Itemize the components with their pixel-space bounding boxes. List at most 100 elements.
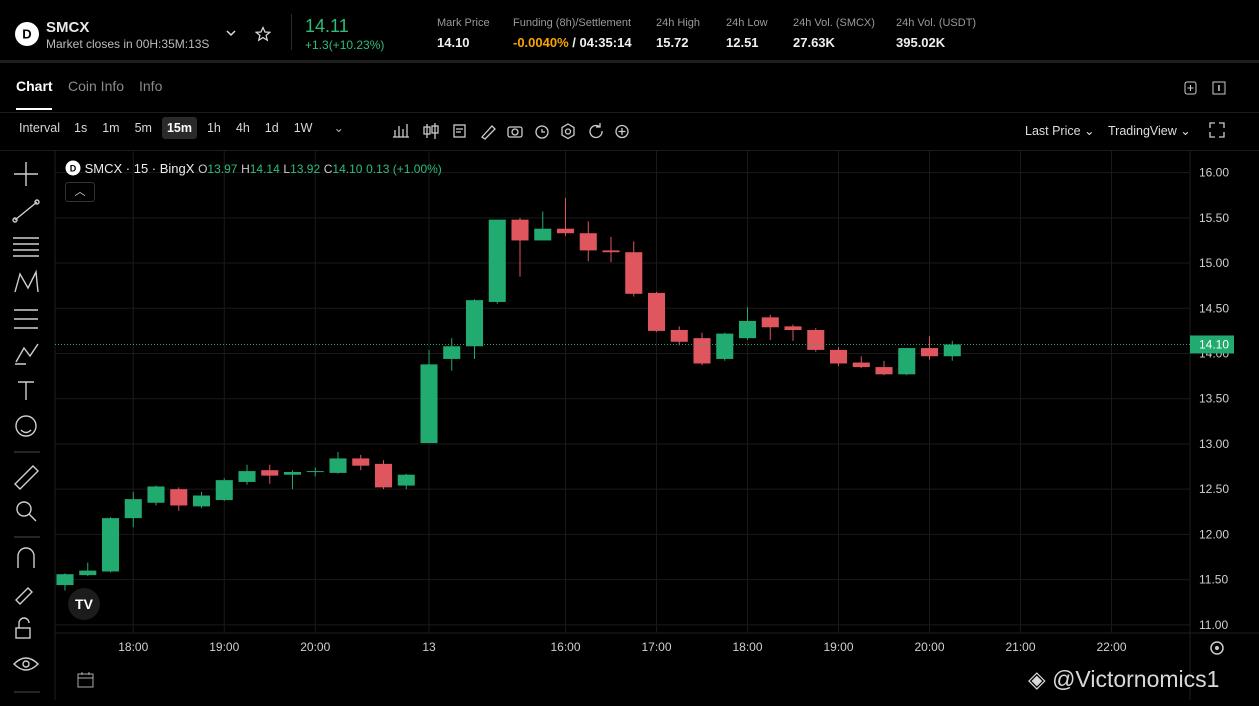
candle-body (124, 499, 142, 519)
symbol: SMCX (46, 19, 90, 36)
stat-number: -0.0040% (513, 35, 569, 50)
legend-o: 13.97 (207, 162, 238, 176)
candle-body (829, 349, 848, 364)
x-tick-label: 18:00 (118, 640, 148, 654)
chart-engine[interactable]: TradingView ⌄ (1108, 124, 1191, 138)
price-type-label: Last Price (1025, 124, 1081, 138)
candle-body (465, 300, 484, 347)
collapse-legend[interactable]: ︿ (65, 182, 95, 202)
price: 14.11 (305, 16, 349, 36)
y-tick-label: 15.50 (1199, 211, 1229, 225)
candle-body (534, 228, 552, 241)
stat-value: 15.72 (656, 35, 689, 50)
tab-underline (16, 108, 52, 110)
interval-more[interactable]: ⌄ (333, 121, 344, 135)
candle-body (147, 486, 165, 503)
tv-logo: TV (68, 588, 100, 620)
stat-number: 395.02K (896, 35, 946, 50)
stat-extra: / 04:35:14 (572, 35, 632, 50)
stat-value: 395.02K (896, 35, 945, 50)
chart-tools[interactable] (392, 121, 632, 141)
tab[interactable]: Chart (16, 78, 53, 94)
candle-body (170, 489, 188, 506)
axis-settings[interactable] (1208, 639, 1226, 657)
stat-number: 14.10 (437, 35, 470, 50)
market-status: Market closes in 00H:35M:13S (46, 37, 209, 51)
candle-body (374, 463, 393, 488)
candle-body (238, 471, 256, 482)
stat-number: 27.63K (793, 35, 835, 50)
interval[interactable]: 5m (134, 121, 152, 135)
x-tick-label: 19:00 (823, 640, 853, 654)
fullscreen[interactable] (1208, 121, 1226, 139)
separator (0, 150, 1259, 151)
candle-body (420, 364, 438, 444)
candle-body (215, 480, 233, 501)
interval[interactable]: 4h (235, 121, 250, 135)
candle-body (625, 252, 643, 294)
stat-label: 24h Low (726, 17, 768, 29)
stat-label: 24h Vol. (USDT) (896, 17, 977, 29)
header: D SMCX Market closes in 00H:35M:13S 14.1… (0, 0, 1259, 63)
legend-l: 13.92 (290, 162, 321, 176)
tab[interactable]: Info (139, 78, 163, 94)
candle-body (556, 228, 575, 234)
interval[interactable]: 1d (264, 121, 279, 135)
legend-h: 14.14 (249, 162, 280, 176)
interval[interactable]: 1s (74, 121, 88, 135)
countdown: 00H:35M:13S (136, 37, 210, 51)
candle-body (647, 292, 666, 331)
x-tick-label: 13 (422, 640, 436, 654)
candle-body (943, 344, 961, 357)
price-type[interactable]: Last Price ⌄ (1025, 124, 1095, 138)
tab-icons[interactable] (1182, 80, 1232, 96)
interval[interactable]: 1m (102, 121, 120, 135)
candle-body (283, 472, 302, 475)
stat-number: 15.72 (656, 35, 689, 50)
interval[interactable]: 1W (293, 121, 313, 135)
y-tick-label: 12.50 (1199, 482, 1229, 496)
chart-legend: D SMCX · 15 · BingX O13.97 H14.14 L13.92… (65, 160, 442, 176)
x-tick-label: 19:00 (209, 640, 239, 654)
x-tick-label: 16:00 (550, 640, 580, 654)
date-range[interactable] (76, 670, 96, 690)
interval[interactable]: 1h (206, 121, 221, 135)
interval[interactable]: 15m (161, 117, 197, 139)
candle-body (579, 233, 597, 251)
x-tick-label: 21:00 (1005, 640, 1035, 654)
y-tick-label: 15.00 (1199, 256, 1229, 270)
candle-body (79, 570, 97, 576)
favorite[interactable] (255, 26, 271, 42)
chart-engine-label: TradingView (1108, 124, 1177, 138)
candle-body (898, 348, 916, 375)
legend-h-label: H (241, 162, 250, 176)
tab[interactable]: Coin Info (68, 78, 125, 94)
svg-text:D: D (70, 164, 77, 174)
dropdown[interactable] (225, 28, 237, 38)
y-tick-label: 13.50 (1199, 392, 1229, 406)
legend-symbol: SMCX · 15 · BingX (84, 161, 195, 176)
x-tick-label: 20:00 (914, 640, 944, 654)
stat-value: -0.0040% / 04:35:14 (513, 35, 632, 50)
candle-body (261, 470, 279, 476)
candle-body (56, 574, 74, 586)
legend-c: 14.10 (332, 162, 363, 176)
stat-label: Mark Price (437, 17, 490, 29)
x-tick-label: 18:00 (732, 640, 762, 654)
candle-body (602, 250, 620, 253)
candle-body (101, 518, 120, 572)
stat-number: 12.51 (726, 35, 759, 50)
candle-body (784, 326, 802, 330)
status: Market closes in (46, 37, 133, 51)
drawing-tools[interactable] (0, 152, 52, 700)
price-change: +1.3(+10.23%) (305, 38, 385, 52)
watermark: ◈ @Victornomics1 (1028, 666, 1220, 692)
candle-body (670, 329, 688, 342)
candle-body (738, 320, 757, 339)
watermark-text: @Victornomics1 (1052, 666, 1220, 692)
candle-body (852, 362, 870, 368)
candle-body (352, 458, 370, 466)
candle-body (807, 329, 825, 350)
last-price-label: 14.10 (1199, 337, 1229, 351)
y-tick-label: 16.00 (1199, 166, 1229, 180)
